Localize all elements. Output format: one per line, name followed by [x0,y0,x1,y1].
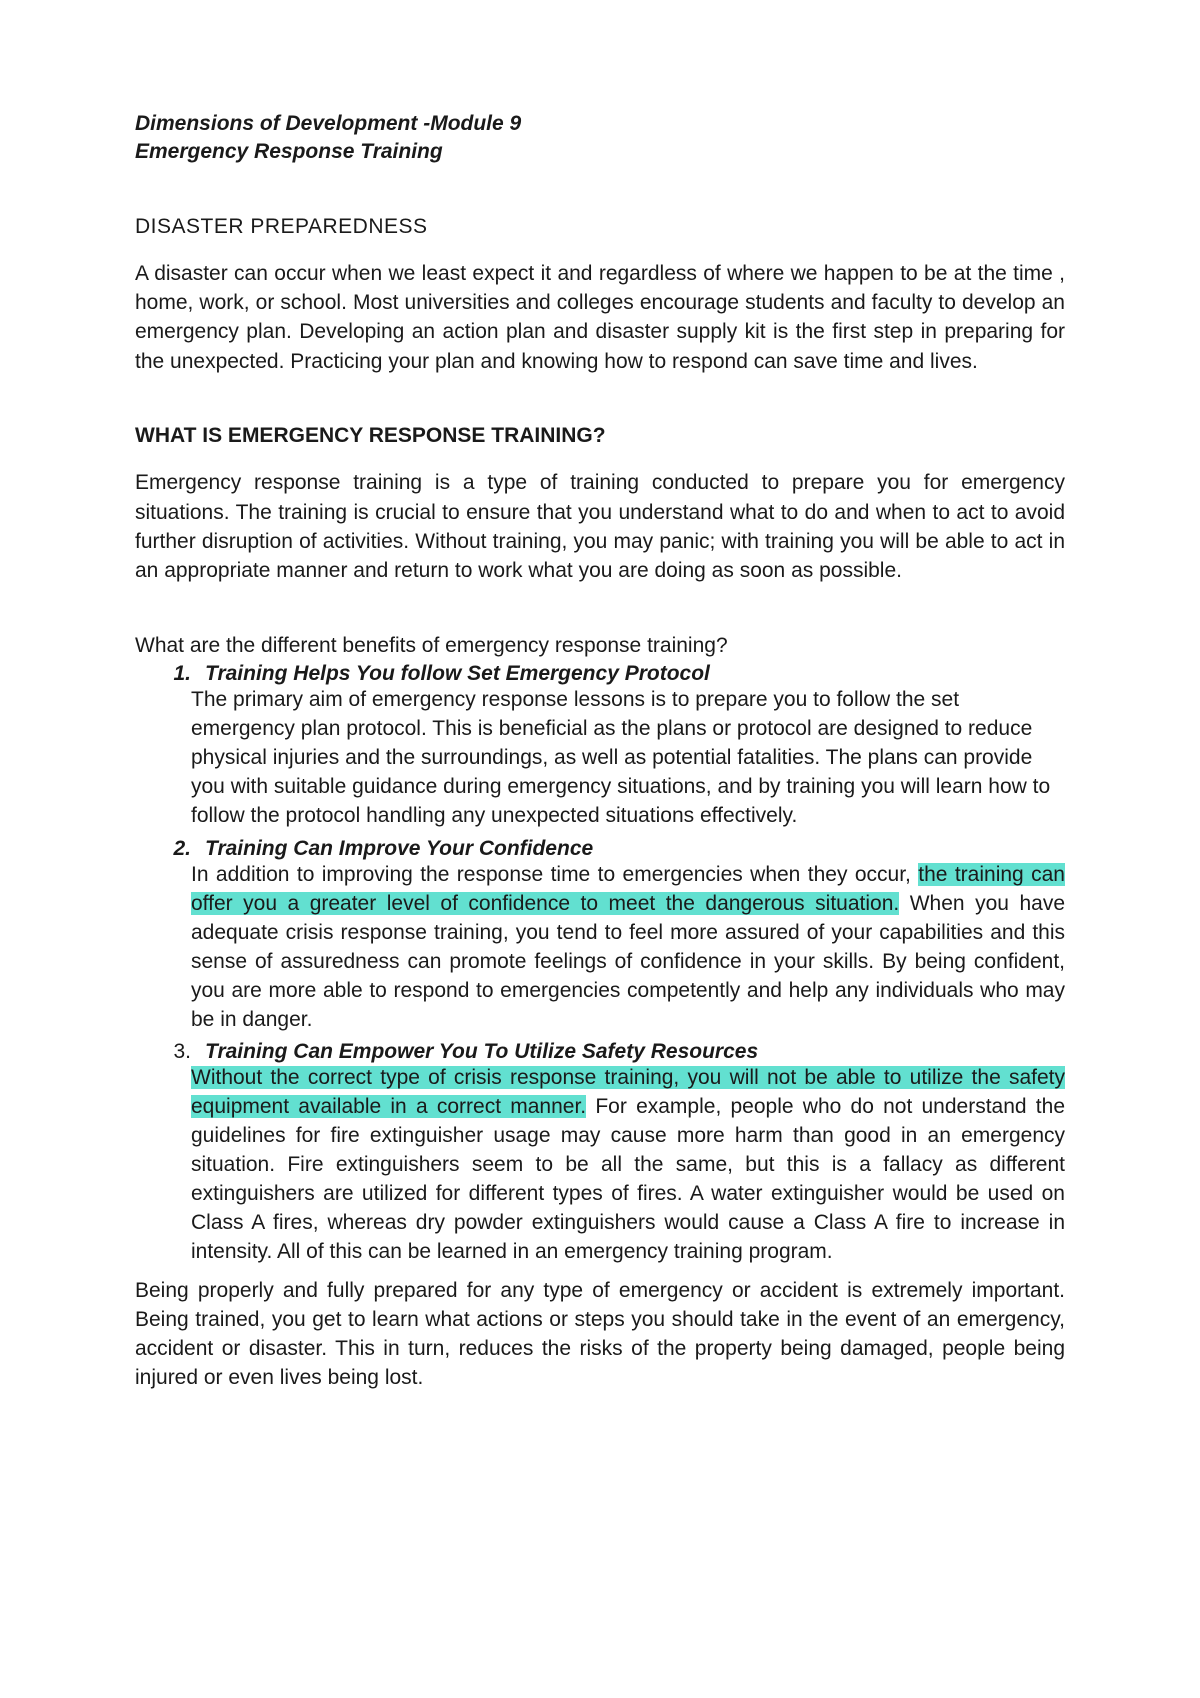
benefit-body: Without the correct type of crisis respo… [191,1064,1065,1267]
benefit-title: Training Can Improve Your Confidence [205,837,593,861]
benefit-text-post: For example, people who do not understan… [191,1095,1065,1263]
section-title-disaster: DISASTER PREPAREDNESS [135,215,1065,239]
header-line-1: Dimensions of Development -Module 9 [135,110,1065,138]
closing-paragraph: Being properly and fully prepared for an… [135,1277,1065,1393]
section-body-ert: Emergency response training is a type of… [135,468,1065,586]
benefit-body: The primary aim of emergency response le… [191,686,1065,831]
section-body-disaster: A disaster can occur when we least expec… [135,259,1065,377]
header-line-2: Emergency Response Training [135,138,1065,166]
benefit-body: In addition to improving the response ti… [191,861,1065,1035]
benefit-item-3: 3. Training Can Empower You To Utilize S… [135,1040,1065,1267]
benefit-number: 3. [135,1040,205,1064]
benefits-intro: What are the different benefits of emerg… [135,634,1065,658]
benefit-title: Training Can Empower You To Utilize Safe… [205,1040,758,1064]
benefit-number: 1. [135,662,205,686]
benefit-title: Training Helps You follow Set Emergency … [205,662,710,686]
section-title-ert: WHAT IS EMERGENCY RESPONSE TRAINING? [135,424,1065,448]
benefit-text-pre: In addition to improving the response ti… [191,863,918,886]
document-header: Dimensions of Development -Module 9 Emer… [135,110,1065,167]
document-page: Dimensions of Development -Module 9 Emer… [0,0,1200,1473]
benefit-item-2: 2. Training Can Improve Your Confidence … [135,837,1065,1035]
benefit-number: 2. [135,837,205,861]
benefit-item-1: 1. Training Helps You follow Set Emergen… [135,662,1065,831]
benefits-list: 1. Training Helps You follow Set Emergen… [135,662,1065,1267]
